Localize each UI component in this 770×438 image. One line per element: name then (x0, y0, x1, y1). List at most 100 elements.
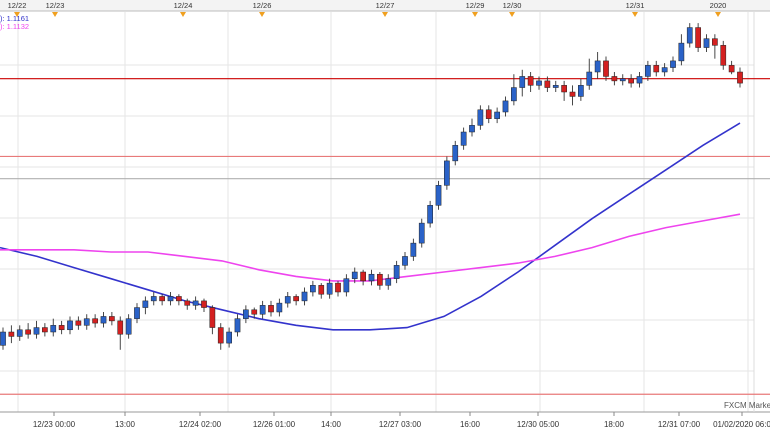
candle-body (586, 71, 593, 86)
x-tick-label: 14:00 (321, 420, 342, 429)
candle-body (58, 325, 65, 331)
top-date-label: 12/23 (46, 1, 65, 10)
candle (209, 305, 216, 335)
candle-body (452, 145, 459, 162)
candle-body (636, 76, 643, 84)
candle (536, 76, 542, 90)
candle (318, 283, 325, 299)
candle-body (385, 278, 392, 286)
candle-body (251, 309, 258, 315)
candle-body (268, 305, 274, 313)
candle-body (276, 302, 283, 313)
candle (184, 298, 191, 310)
candle (670, 56, 676, 72)
candle (703, 34, 710, 52)
legend-entry: ): 1.1161 (0, 14, 29, 23)
candle (519, 69, 526, 97)
candle-body (92, 318, 98, 324)
candle-body (75, 320, 82, 326)
candle-body (83, 318, 90, 326)
candle-body (234, 318, 241, 333)
candle-body (167, 296, 174, 302)
candle-body (494, 111, 500, 119)
top-date-label: 12/24 (174, 1, 193, 10)
candle-body (661, 67, 668, 73)
candle (611, 72, 618, 86)
candle (485, 105, 492, 124)
candle-body (569, 91, 576, 97)
date-marker-icon (472, 12, 478, 17)
candle (142, 296, 149, 315)
candle (150, 292, 157, 306)
candle (427, 200, 433, 228)
candle (661, 63, 668, 77)
candle (125, 314, 132, 339)
candle (410, 238, 417, 261)
candle (109, 312, 115, 326)
top-date-label: 12/22 (8, 1, 27, 10)
candle (343, 274, 350, 297)
x-tick-label: 18:00 (604, 420, 625, 429)
candle-body (318, 285, 325, 295)
candle-body (603, 60, 609, 77)
x-tick-label: 12/24 02:00 (179, 420, 222, 429)
candle-body (226, 331, 232, 344)
top-date-label: 2020 (710, 1, 727, 10)
candle (695, 23, 701, 52)
candle-body (578, 85, 584, 97)
candle-body (16, 329, 23, 337)
candle (92, 314, 98, 328)
candle (159, 294, 165, 306)
candle-body (184, 300, 191, 306)
x-tick-label: 01/02/2020 06:0 (713, 420, 770, 429)
candle (284, 292, 291, 308)
candle-body (678, 42, 685, 62)
candle-body (42, 327, 48, 333)
candle (477, 105, 484, 130)
candle (578, 78, 584, 101)
watermark: FXCM Market (724, 401, 770, 410)
date-marker-icon (180, 12, 186, 17)
candle (653, 60, 660, 77)
date-marker-icon (52, 12, 58, 17)
candle-body (351, 271, 358, 279)
x-tick-label: 12/30 05:00 (517, 420, 560, 429)
candle (469, 118, 475, 137)
top-date-label: 12/30 (503, 1, 522, 10)
candle-body (712, 38, 718, 46)
candle-body (134, 307, 140, 319)
candle (176, 294, 182, 306)
candle (502, 96, 509, 117)
candle-body (293, 296, 299, 302)
candle-body (25, 329, 31, 335)
candle (712, 34, 718, 59)
candle-body (519, 76, 526, 88)
candle (728, 60, 735, 75)
candle (460, 127, 467, 150)
candle-body (301, 291, 308, 302)
candle (494, 107, 500, 124)
candle-body (67, 320, 73, 331)
date-marker-icon (259, 12, 265, 17)
candle (293, 294, 299, 306)
candle-body (368, 273, 375, 282)
top-date-label: 12/27 (376, 1, 395, 10)
top-date-label: 12/26 (253, 1, 272, 10)
candle-body (418, 222, 425, 244)
candle-body (326, 282, 333, 295)
candle-body (100, 316, 107, 324)
candle (42, 323, 48, 337)
candle-body (544, 80, 551, 88)
date-marker-icon (382, 12, 388, 17)
candle (301, 287, 308, 306)
top-bar-bg (0, 0, 770, 11)
candle (628, 74, 634, 88)
candle (335, 280, 341, 297)
candle-body (217, 327, 224, 344)
candle-body (502, 100, 509, 113)
candle-body (645, 65, 651, 77)
candle (636, 72, 643, 88)
candle (368, 269, 375, 286)
